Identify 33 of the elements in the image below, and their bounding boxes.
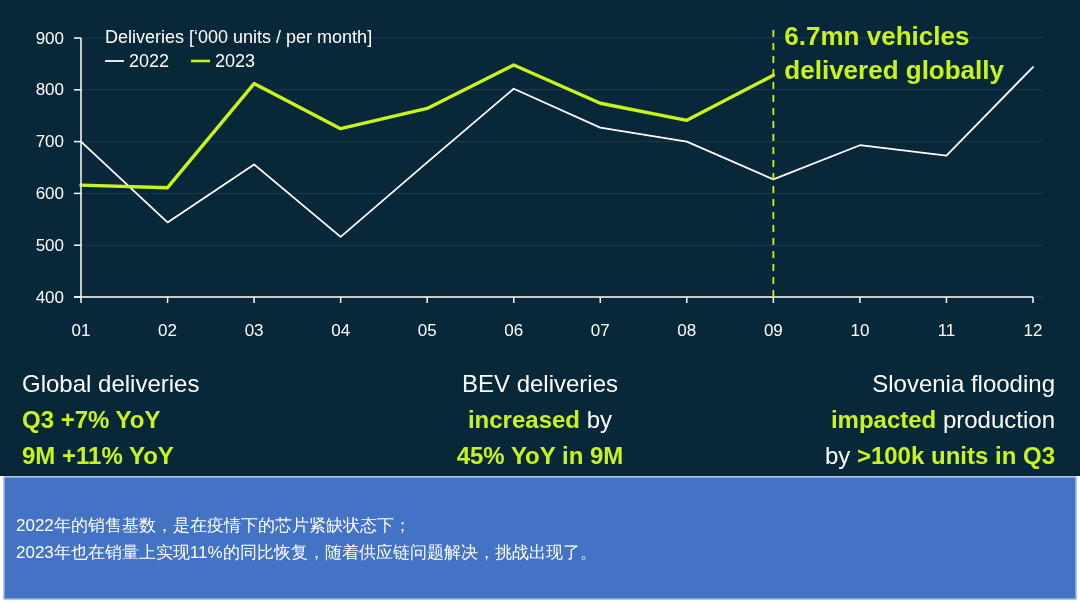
y-tick-label: 400 bbox=[35, 287, 64, 307]
legend-label: 2023 bbox=[215, 51, 256, 71]
y-tick-label: 500 bbox=[35, 235, 64, 255]
x-tick-label: 09 bbox=[763, 320, 783, 340]
annotation: impacted production bbox=[830, 406, 1055, 433]
x-tick-label: 08 bbox=[677, 320, 697, 340]
x-tick-label: 05 bbox=[417, 320, 437, 340]
x-tick-label: 01 bbox=[71, 320, 91, 340]
annotation: Global deliveries bbox=[22, 370, 200, 397]
x-tick-label: 10 bbox=[850, 320, 870, 340]
x-tick-label: 12 bbox=[1023, 320, 1043, 340]
x-tick-label: 03 bbox=[244, 320, 264, 340]
annotation: by >100k units in Q3 bbox=[824, 442, 1055, 469]
x-tick-label: 02 bbox=[158, 320, 178, 340]
y-tick-label: 900 bbox=[35, 28, 64, 48]
legend-title: Deliveries [‘000 units / per month] bbox=[105, 27, 373, 47]
y-tick-label: 700 bbox=[35, 132, 64, 152]
x-tick-label: 06 bbox=[504, 320, 524, 340]
y-tick-label: 600 bbox=[35, 183, 64, 203]
annotation: 2023年也在销量上实现11%的同比恢复，随着供应链问题解决，挑战出现了。 bbox=[16, 543, 597, 562]
legend-label: 2022 bbox=[129, 51, 170, 71]
annotation: 9M +11% YoY bbox=[22, 442, 174, 469]
annotation: 45% YoY in 9M bbox=[456, 442, 624, 469]
ref-line-label: 6.7mn vehicles delivered globally bbox=[784, 21, 1005, 85]
annotation: Q3 +7% YoY bbox=[22, 406, 161, 433]
annotation: Slovenia flooding bbox=[872, 370, 1055, 397]
annotation: increased by bbox=[467, 406, 613, 433]
annotation: BEV deliveries bbox=[461, 370, 619, 397]
annotation: 2022年的销售基数，是在疫情下的芯片紧缺状态下； bbox=[16, 516, 411, 535]
y-tick-label: 800 bbox=[35, 80, 64, 100]
x-tick-label: 11 bbox=[937, 320, 956, 340]
x-tick-label: 07 bbox=[590, 320, 610, 340]
x-tick-label: 04 bbox=[331, 320, 351, 340]
